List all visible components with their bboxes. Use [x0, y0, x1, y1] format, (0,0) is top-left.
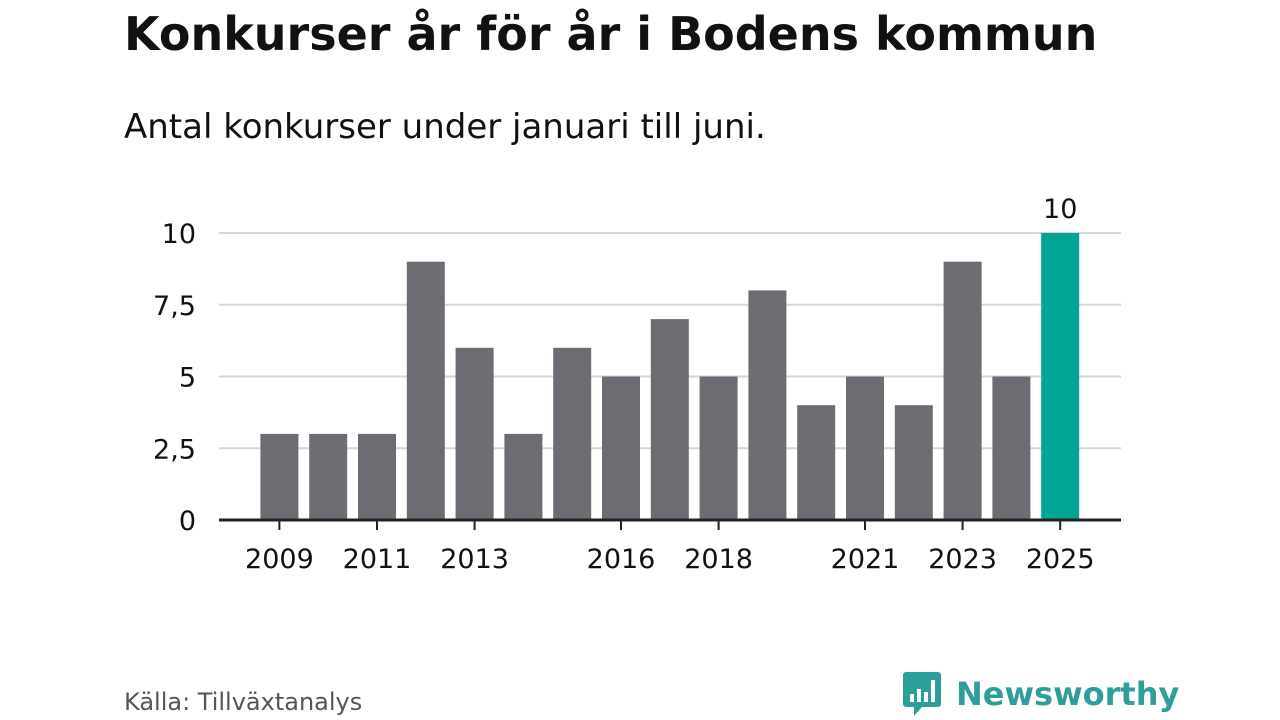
x-tick-label: 2023: [928, 544, 997, 575]
bar-2023: [943, 261, 982, 520]
y-tick-label: 7,5: [153, 291, 196, 322]
y-tick-label: 2,5: [153, 434, 196, 465]
y-tick-label: 10: [162, 219, 196, 250]
bars: [260, 233, 1080, 520]
brand-name: Newsworthy: [956, 675, 1180, 713]
bar-2011: [358, 433, 396, 520]
y-tick-label: 0: [179, 506, 196, 537]
y-tick-label: 5: [179, 363, 196, 394]
bar-2016: [602, 376, 640, 520]
newsworthy-logo: Newsworthy: [902, 670, 1179, 718]
y-axis-tick-labels: 0 2,5 5 7,5 10: [153, 219, 196, 537]
bar-2020: [797, 405, 836, 520]
bar-2021: [846, 376, 884, 520]
x-tick-label: 2016: [587, 544, 656, 575]
chart-subtitle: Antal konkurser under januari till juni.: [124, 107, 766, 147]
x-tick-label: 2021: [831, 544, 900, 575]
bar-2019: [748, 290, 787, 520]
x-tick-label: 2009: [245, 544, 314, 575]
x-tick-label: 2011: [343, 544, 412, 575]
bar-2025: [1041, 233, 1080, 520]
x-tick-label: 2018: [684, 544, 753, 575]
x-axis-tick-labels: 2009 2011 2013 2016 2018 2021 2023 2025: [245, 544, 1095, 575]
bar-2015: [553, 347, 592, 520]
bar-2022: [894, 405, 933, 520]
bar-chart-speech-bubble-icon: [903, 672, 941, 716]
bar-2013: [455, 347, 494, 520]
data-labels: 10: [1043, 194, 1077, 225]
x-axis: [219, 518, 1121, 530]
bar-2024: [992, 376, 1031, 520]
x-tick-label: 2025: [1026, 544, 1095, 575]
bar-2017: [650, 319, 689, 520]
x-tick-label: 2013: [440, 544, 509, 575]
source-note: Källa: Tillväxtanalys: [124, 688, 363, 716]
data-label-2025: 10: [1043, 194, 1077, 225]
bar-2014: [504, 433, 543, 520]
bar-2012: [406, 261, 445, 520]
bar-2009: [260, 433, 299, 520]
bar-2018: [699, 376, 738, 520]
chart-title: Konkurser år för år i Bodens kommun: [124, 7, 1098, 61]
bar-2010: [309, 433, 348, 520]
